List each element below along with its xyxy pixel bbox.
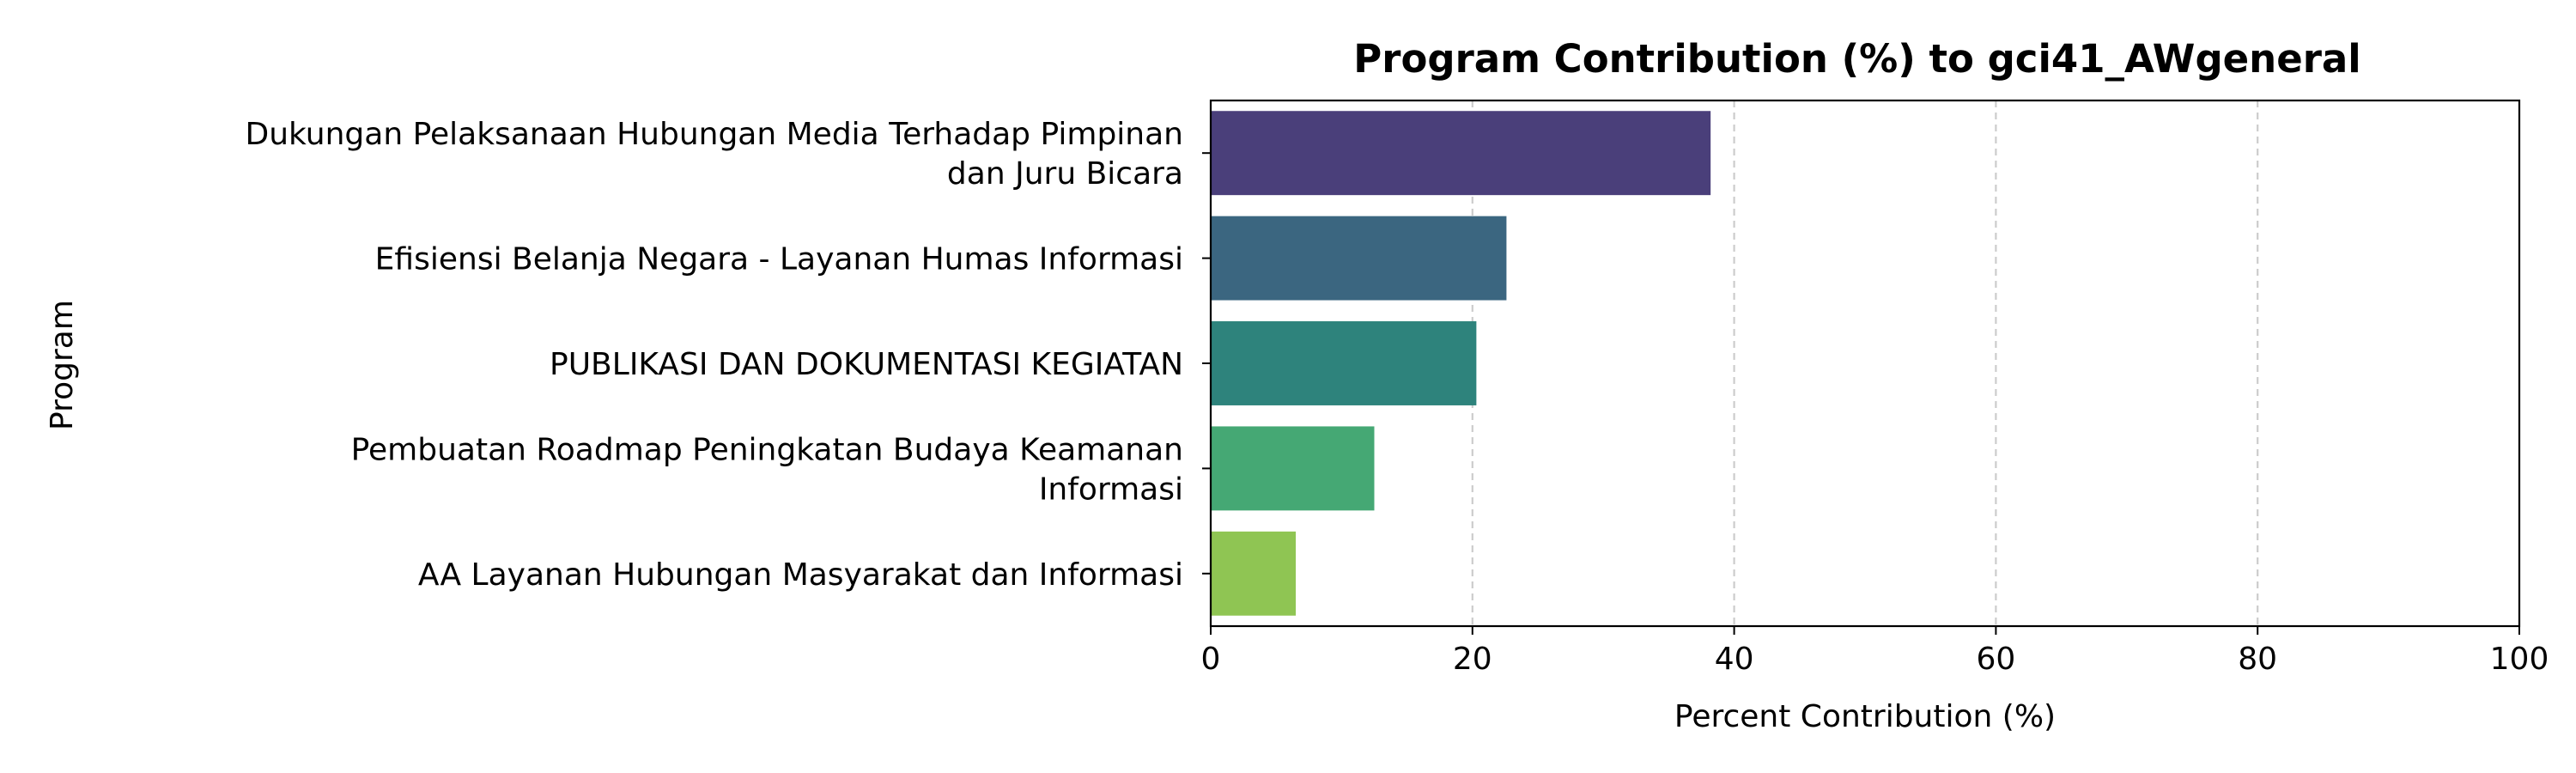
y-axis-ticks: Dukungan Pelaksanaan Hubungan Media Terh…: [246, 117, 1211, 593]
y-category-label: dan Juru Bicara: [947, 156, 1183, 192]
x-axis-label: Percent Contribution (%): [1674, 699, 2056, 734]
y-category-label: Pembuatan Roadmap Peningkatan Budaya Kea…: [351, 432, 1183, 467]
x-tick-label: 60: [1976, 642, 2015, 677]
bars: [1211, 111, 1711, 616]
x-tick-label: 80: [2238, 642, 2277, 677]
x-axis-ticks: 0 20 40 60 80 100: [1201, 626, 2549, 677]
y-category-label: AA Layanan Hubungan Masyarakat dan Infor…: [418, 557, 1183, 593]
bar: [1211, 426, 1375, 511]
chart-title: Program Contribution (%) to gci41_AWgene…: [1353, 36, 2360, 82]
bar: [1211, 531, 1297, 616]
bar: [1211, 216, 1507, 301]
y-category-label: PUBLIKASI DAN DOKUMENTASI KEGIATAN: [550, 347, 1183, 382]
x-tick-label: 20: [1453, 642, 1492, 677]
y-category-label: Informasi: [1039, 472, 1183, 507]
x-tick-label: 100: [2490, 642, 2549, 677]
bar: [1211, 111, 1711, 196]
x-tick-label: 0: [1201, 642, 1221, 677]
bar: [1211, 321, 1477, 405]
y-category-label: Efisiensi Belanja Negara - Layanan Humas…: [375, 242, 1183, 277]
x-tick-label: 40: [1715, 642, 1754, 677]
y-axis-label: Program: [45, 300, 80, 430]
y-category-label: Dukungan Pelaksanaan Hubungan Media Terh…: [246, 117, 1184, 152]
